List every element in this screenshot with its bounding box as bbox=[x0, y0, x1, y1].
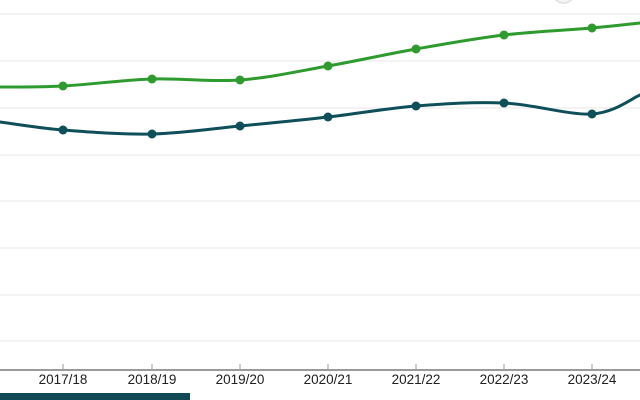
x-axis-label: 2018/19 bbox=[127, 372, 177, 387]
upper-green-series-line bbox=[0, 21, 640, 89]
x-axis-label: 2020/21 bbox=[303, 372, 353, 387]
lower-teal-series-data-point-marker[interactable] bbox=[147, 129, 157, 139]
upper-green-series-data-point-marker[interactable] bbox=[235, 75, 245, 85]
lower-teal-series-data-point-marker[interactable] bbox=[235, 121, 245, 131]
upper-green-series-data-point-marker[interactable] bbox=[147, 74, 157, 84]
x-axis-label: 2019/20 bbox=[215, 372, 265, 387]
lower-teal-series-line bbox=[0, 93, 640, 136]
bottom-dark-bar bbox=[0, 393, 190, 400]
upper-green-series-data-point-marker[interactable] bbox=[58, 81, 68, 91]
upper-green-series-data-point-marker[interactable] bbox=[499, 30, 509, 40]
x-axis-label: 2017/18 bbox=[38, 372, 88, 387]
x-axis-label: 2022/23 bbox=[479, 372, 529, 387]
upper-green-series-data-point-marker[interactable] bbox=[323, 61, 333, 71]
lower-teal-series-data-point-marker[interactable] bbox=[58, 125, 68, 135]
lower-teal-series-data-point-marker[interactable] bbox=[587, 109, 597, 119]
upper-green-series-data-point-marker[interactable] bbox=[587, 23, 597, 33]
upper-green-series-data-point-marker[interactable] bbox=[411, 44, 421, 54]
lower-teal-series-data-point-marker[interactable] bbox=[499, 98, 509, 108]
x-axis-label: 2021/22 bbox=[391, 372, 441, 387]
lower-teal-series-data-point-marker[interactable] bbox=[323, 112, 333, 122]
x-axis-label: 2023/24 bbox=[567, 372, 617, 387]
lower-teal-series-data-point-marker[interactable] bbox=[411, 101, 421, 111]
